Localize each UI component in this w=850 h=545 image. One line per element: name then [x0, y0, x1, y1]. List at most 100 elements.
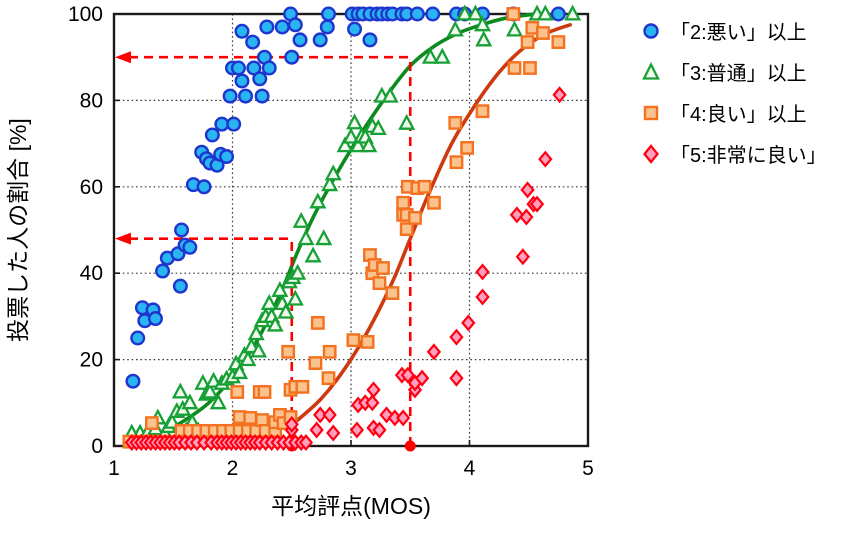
- annotation-arrowhead-icon: [115, 232, 131, 245]
- data-point: [308, 356, 323, 370]
- legend-item-3-normal: 「3:普通」以上: [641, 57, 827, 86]
- legend-item-2-bad: 「2:悪い」以上: [641, 16, 827, 45]
- data-point: [346, 113, 364, 130]
- data-point: [408, 211, 422, 225]
- data-point: [324, 164, 342, 181]
- data-point: [226, 116, 242, 132]
- data-point: [321, 371, 336, 386]
- data-point: [346, 333, 361, 348]
- data-point: [259, 19, 275, 35]
- data-point: [284, 415, 299, 433]
- data-point: [209, 393, 227, 410]
- data-point: [551, 35, 566, 49]
- data-point: [222, 88, 238, 104]
- data-point: [360, 334, 375, 349]
- data-point: [360, 136, 378, 153]
- data-point: [287, 17, 303, 33]
- data-point: [247, 324, 265, 341]
- y-axis-title: 投票した人の割合 [%]: [5, 118, 31, 342]
- data-point: [312, 32, 328, 48]
- data-point: [552, 86, 567, 104]
- data-point: [254, 88, 270, 104]
- data-point: [243, 411, 258, 425]
- data-point: [398, 113, 416, 130]
- data-point: [466, 4, 484, 21]
- data-point: [475, 288, 490, 306]
- data-point: [365, 394, 380, 412]
- data-point: [366, 381, 381, 399]
- data-point: [171, 382, 189, 399]
- data-point: [396, 409, 411, 427]
- data-point: [130, 330, 146, 346]
- data-point: [372, 276, 387, 291]
- data-point: [448, 115, 463, 130]
- data-point: [297, 229, 315, 246]
- data-point: [250, 341, 268, 358]
- data-point: [475, 263, 490, 281]
- y-tick-label: 20: [80, 349, 103, 372]
- data-point: [310, 315, 325, 330]
- data-point: [519, 208, 534, 226]
- fitted-curve: [295, 23, 572, 422]
- data-point: [536, 4, 554, 21]
- data-point: [245, 34, 261, 50]
- data-point: [309, 192, 327, 209]
- data-point: [230, 60, 246, 76]
- data-point: [379, 406, 394, 424]
- annotation-axis-dot: [404, 440, 416, 452]
- data-point: [155, 263, 171, 279]
- data-point: [274, 19, 290, 35]
- data-point: [234, 23, 250, 39]
- data-point: [284, 49, 300, 65]
- data-point: [219, 149, 235, 165]
- data-point: [347, 21, 363, 37]
- data-point: [252, 71, 268, 87]
- data-point: [515, 248, 530, 266]
- legend-label: 「4:良い」以上: [670, 104, 807, 126]
- data-point: [322, 406, 337, 424]
- data-point: [536, 26, 550, 40]
- data-point: [230, 385, 245, 399]
- data-point: [474, 15, 492, 32]
- data-point: [182, 239, 198, 255]
- data-point: [446, 20, 464, 37]
- data-point: [204, 127, 220, 143]
- legend-marker-square-icon: [643, 105, 659, 120]
- data-point: [239, 350, 257, 367]
- x-tick-label: 4: [464, 457, 476, 480]
- data-point: [309, 421, 324, 439]
- x-tick-label: 2: [227, 457, 239, 480]
- legend-marker-circle-icon: [643, 22, 659, 39]
- data-point: [313, 406, 328, 424]
- data-point: [427, 195, 441, 210]
- data-point: [409, 6, 425, 22]
- data-point: [322, 344, 337, 359]
- data-point: [529, 195, 545, 213]
- y-tick-label: 0: [91, 435, 103, 458]
- data-point: [456, 4, 474, 21]
- data-point: [425, 6, 441, 22]
- data-point: [196, 179, 212, 195]
- legend-label: 「5:非常に良い」: [670, 145, 827, 167]
- data-point: [460, 141, 475, 155]
- series-triangle: [123, 4, 582, 447]
- data-point: [286, 289, 304, 306]
- data-point: [145, 416, 159, 431]
- data-point: [292, 32, 308, 48]
- data-point: [426, 343, 442, 361]
- data-point: [321, 175, 339, 192]
- x-tick-label: 5: [582, 457, 594, 480]
- fitted-curve: [135, 12, 537, 444]
- data-point: [362, 32, 378, 48]
- data-point: [295, 379, 310, 394]
- data-point: [399, 222, 414, 237]
- series-circle: [125, 6, 566, 389]
- chart-legend: 「2:悪い」以上 「3:普通」以上 「4:良い」以上 「5:非常に良い」: [641, 16, 827, 168]
- legend-item-5-verygood: 「5:非常に良い」: [641, 139, 827, 168]
- legend-marker-diamond-icon: [643, 143, 659, 164]
- data-point: [475, 104, 490, 119]
- data-point: [538, 150, 553, 168]
- gridlines: [114, 14, 588, 446]
- data-point: [449, 328, 464, 346]
